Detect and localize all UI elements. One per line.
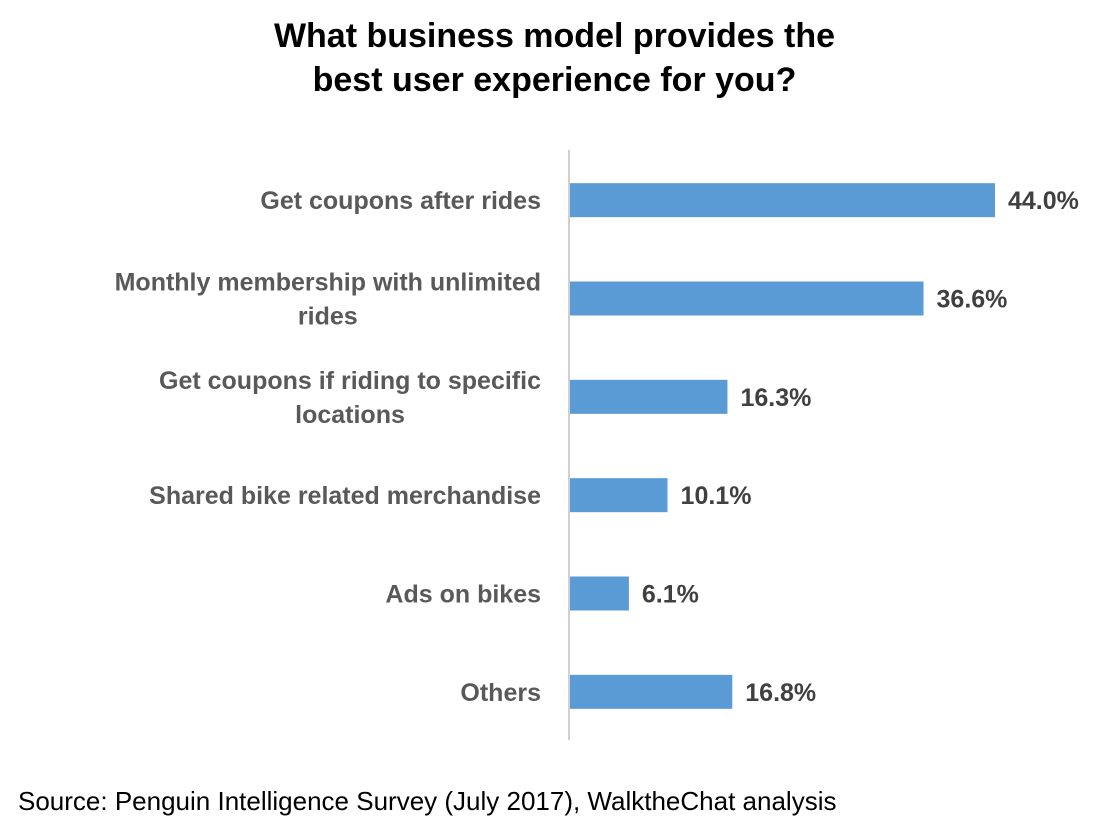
category-label-4: Ads on bikes [385,581,541,609]
bar-1 [570,281,924,316]
value-label-0: 44.0% [1008,187,1079,215]
value-label-3: 10.1% [681,482,752,510]
value-label-1: 36.6% [937,286,1008,314]
source-note: Source: Penguin Intelligence Survey (Jul… [18,786,837,816]
category-label-1: Monthly membership with unlimited rides [115,269,541,331]
category-label-2: Get coupons if riding to specific locatio… [159,367,541,429]
category-label-3: Shared bike related merchandise [149,482,541,510]
bar-0 [570,183,995,218]
value-label-2: 16.3% [740,384,811,412]
bar-5 [570,674,733,709]
chart-title-line-2: best user experience for you? [312,61,797,99]
bar-2 [570,379,728,414]
chart-title-line-1: What business model provides the [273,17,836,55]
chart-title: What business model provides the best us… [0,14,1109,102]
category-label-0: Get coupons after rides [260,187,541,215]
value-label-4: 6.1% [642,581,699,609]
value-label-5: 16.8% [745,679,816,707]
bar-3 [570,478,668,513]
bar-4 [570,576,629,611]
category-label-5: Others [460,679,541,707]
